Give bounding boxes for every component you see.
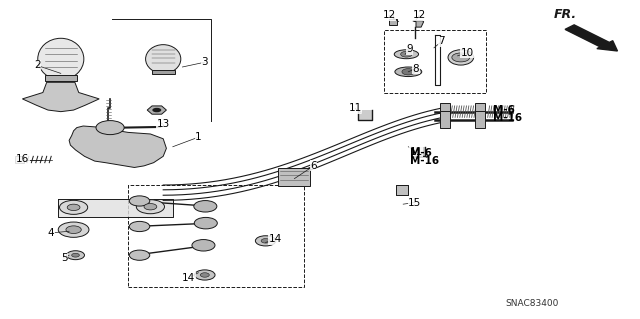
Circle shape [192, 240, 215, 251]
Polygon shape [58, 199, 173, 217]
Text: 11: 11 [349, 103, 362, 114]
Circle shape [136, 200, 164, 214]
Text: M-16: M-16 [493, 113, 522, 123]
Bar [475, 111, 485, 128]
Circle shape [255, 236, 276, 246]
Circle shape [58, 222, 89, 237]
Circle shape [129, 196, 150, 206]
Circle shape [144, 204, 157, 210]
Circle shape [67, 251, 84, 260]
Circle shape [67, 204, 80, 211]
FancyArrow shape [565, 25, 618, 51]
Text: SNAC83400: SNAC83400 [506, 299, 559, 308]
Text: 14: 14 [269, 234, 282, 244]
Circle shape [195, 218, 218, 229]
Bar [440, 111, 450, 128]
Ellipse shape [395, 67, 422, 77]
Text: 3: 3 [202, 57, 208, 67]
Text: 2: 2 [34, 60, 40, 70]
Circle shape [200, 273, 209, 277]
Circle shape [152, 108, 161, 112]
Polygon shape [69, 126, 166, 167]
Polygon shape [22, 82, 99, 112]
Polygon shape [147, 106, 166, 114]
Text: 12: 12 [383, 10, 396, 20]
Text: 15: 15 [408, 197, 421, 208]
Text: 11: 11 [410, 146, 422, 157]
Circle shape [72, 253, 79, 257]
Ellipse shape [448, 50, 474, 65]
Polygon shape [413, 21, 424, 27]
Circle shape [195, 270, 215, 280]
Text: 6: 6 [310, 161, 317, 171]
Text: 4: 4 [48, 228, 54, 238]
Circle shape [66, 226, 81, 234]
Bar [384, 30, 486, 93]
Polygon shape [389, 19, 397, 25]
Ellipse shape [394, 50, 419, 59]
Text: 5: 5 [61, 253, 67, 263]
Circle shape [129, 221, 150, 232]
Text: 9: 9 [406, 44, 413, 55]
Bar [440, 103, 450, 120]
Bar [475, 103, 485, 120]
Circle shape [60, 200, 88, 214]
Text: 16: 16 [16, 154, 29, 165]
Text: 10: 10 [461, 48, 474, 58]
Circle shape [261, 239, 270, 243]
Circle shape [96, 121, 124, 135]
Bar [396, 185, 408, 195]
Text: M-6: M-6 [493, 105, 515, 115]
Circle shape [129, 250, 150, 260]
Bar [278, 168, 310, 186]
Ellipse shape [146, 45, 180, 73]
Bar [45, 75, 77, 81]
Polygon shape [358, 110, 372, 120]
Circle shape [194, 201, 217, 212]
Bar [15, 156, 24, 163]
Bar [128, 185, 304, 287]
Text: 13: 13 [157, 119, 170, 130]
Text: 8: 8 [413, 63, 419, 74]
Text: 14: 14 [182, 272, 195, 283]
Circle shape [401, 51, 412, 57]
Ellipse shape [38, 38, 84, 80]
Text: FR.: FR. [554, 8, 577, 21]
Text: 7: 7 [438, 36, 445, 47]
Polygon shape [411, 147, 425, 156]
Bar [152, 70, 175, 74]
Text: M-6: M-6 [410, 148, 431, 158]
Text: 12: 12 [413, 10, 426, 20]
Text: 1: 1 [195, 132, 202, 142]
Circle shape [402, 69, 415, 75]
Circle shape [452, 53, 470, 62]
Text: M-16: M-16 [410, 156, 439, 166]
